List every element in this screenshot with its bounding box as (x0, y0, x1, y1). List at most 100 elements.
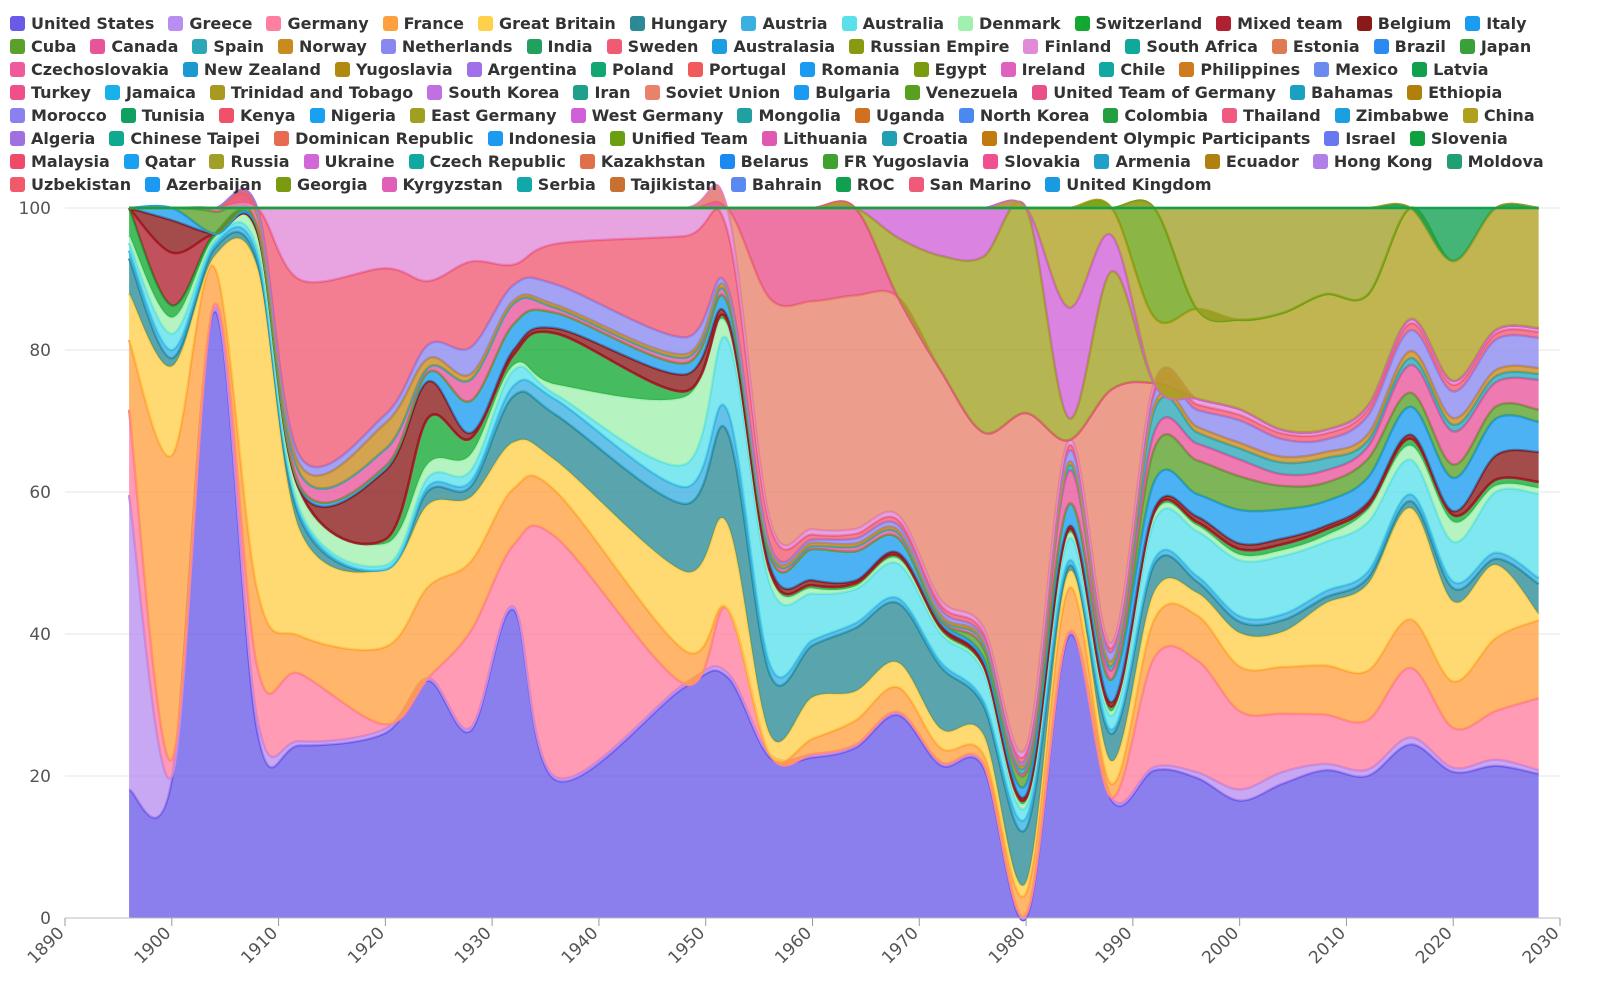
legend-item[interactable]: Uganda (854, 104, 945, 127)
legend-item[interactable]: Qatar (123, 150, 195, 173)
legend-item[interactable]: San Marino (908, 173, 1031, 196)
legend-item[interactable]: Mongolia (737, 104, 841, 127)
legend-item[interactable]: ROC (835, 173, 895, 196)
legend-item[interactable]: United Kingdom (1045, 173, 1212, 196)
legend-item[interactable]: Trinidad and Tobago (209, 81, 413, 104)
legend-item[interactable]: Uzbekistan (10, 173, 131, 196)
legend-item[interactable]: Ecuador (1204, 150, 1299, 173)
legend-item[interactable]: Hungary (629, 12, 727, 35)
legend-item[interactable]: Australia (841, 12, 944, 35)
legend-item[interactable]: Norway (278, 35, 367, 58)
legend-item[interactable]: Iran (573, 81, 631, 104)
area-series[interactable] (127, 264, 1540, 917)
legend-item[interactable]: Thailand (1222, 104, 1321, 127)
legend-item[interactable]: Colombia (1103, 104, 1208, 127)
legend-item[interactable]: Mexico (1314, 58, 1398, 81)
legend-item[interactable]: Malaysia (10, 150, 110, 173)
legend-item[interactable]: Georgia (275, 173, 368, 196)
legend-item[interactable]: Bulgaria (794, 81, 891, 104)
legend-item[interactable]: Kenya (219, 104, 296, 127)
legend-item[interactable]: Czech Republic (408, 150, 566, 173)
legend-item[interactable]: Denmark (958, 12, 1061, 35)
legend-item[interactable]: New Zealand (182, 58, 321, 81)
legend-item[interactable]: Unified Team (610, 127, 748, 150)
legend-item[interactable]: Hong Kong (1312, 150, 1433, 173)
legend-item[interactable]: Switzerland (1074, 12, 1202, 35)
legend-item[interactable]: Soviet Union (644, 81, 780, 104)
legend-item[interactable]: Belgium (1356, 12, 1451, 35)
legend-item[interactable]: Chile (1099, 58, 1165, 81)
legend-item[interactable]: Argentina (466, 58, 577, 81)
legend-item[interactable]: Kyrgyzstan (381, 173, 503, 196)
legend-item[interactable]: Italy (1465, 12, 1527, 35)
legend-item[interactable]: Czechoslovakia (10, 58, 169, 81)
legend-item[interactable]: Slovakia (983, 150, 1080, 173)
legend-item[interactable]: Austria (741, 12, 828, 35)
legend-item[interactable]: Spain (192, 35, 264, 58)
legend-item[interactable]: India (526, 35, 593, 58)
legend-item[interactable]: Algeria (10, 127, 95, 150)
legend-item[interactable]: Yugoslavia (334, 58, 453, 81)
legend-item[interactable]: Estonia (1271, 35, 1360, 58)
legend-item[interactable]: Russia (209, 150, 290, 173)
legend-item[interactable]: South Africa (1125, 35, 1258, 58)
legend-item[interactable]: Armenia (1094, 150, 1191, 173)
legend-item[interactable]: Lithuania (762, 127, 868, 150)
legend-item[interactable]: Tajikistan (609, 173, 717, 196)
legend-item[interactable]: Jamaica (104, 81, 196, 104)
legend-item[interactable]: Kazakhstan (579, 150, 706, 173)
legend-item[interactable]: France (382, 12, 464, 35)
legend-item[interactable]: Finland (1023, 35, 1111, 58)
legend-item[interactable]: Nigeria (309, 104, 396, 127)
legend-item[interactable]: Great Britain (477, 12, 616, 35)
legend-item[interactable]: Ukraine (303, 150, 395, 173)
legend-item[interactable]: Sweden (606, 35, 698, 58)
legend-item[interactable]: Latvia (1412, 58, 1489, 81)
legend-item[interactable]: Moldova (1446, 150, 1544, 173)
legend-item[interactable]: Dominican Republic (274, 127, 474, 150)
legend-item[interactable]: Russian Empire (849, 35, 1009, 58)
legend-item[interactable]: Chinese Taipei (109, 127, 260, 150)
legend-item[interactable]: Serbia (516, 173, 596, 196)
legend-swatch (841, 16, 857, 31)
legend-item[interactable]: Morocco (10, 104, 107, 127)
legend-item[interactable]: Croatia (881, 127, 968, 150)
legend-item[interactable]: China (1462, 104, 1535, 127)
legend-item[interactable]: Ethiopia (1407, 81, 1502, 104)
legend-item[interactable]: Ireland (1000, 58, 1085, 81)
legend-item[interactable]: Romania (800, 58, 900, 81)
legend-item[interactable]: Canada (90, 35, 178, 58)
legend-item[interactable]: Turkey (10, 81, 91, 104)
legend-item[interactable]: Egypt (913, 58, 987, 81)
legend-item[interactable]: United States (10, 12, 154, 35)
legend-item[interactable]: East Germany (409, 104, 557, 127)
legend-item[interactable]: Netherlands (380, 35, 513, 58)
legend-item[interactable]: Slovenia (1409, 127, 1508, 150)
legend-item[interactable]: Brazil (1373, 35, 1446, 58)
legend-item[interactable]: Zimbabwe (1334, 104, 1449, 127)
legend-item[interactable]: Bahrain (730, 173, 822, 196)
legend-item[interactable]: Greece (168, 12, 252, 35)
legend-item[interactable]: Tunisia (120, 104, 205, 127)
legend-item[interactable]: Israel (1324, 127, 1396, 150)
legend-item[interactable]: Germany (266, 12, 369, 35)
legend-item[interactable]: Venezuela (904, 81, 1018, 104)
legend-item[interactable]: Mixed team (1216, 12, 1343, 35)
legend-item[interactable]: Philippines (1179, 58, 1300, 81)
legend-item[interactable]: Poland (590, 58, 674, 81)
legend-item[interactable]: North Korea (958, 104, 1089, 127)
legend-item[interactable]: Portugal (687, 58, 786, 81)
legend-item[interactable]: FR Yugoslavia (822, 150, 969, 173)
legend-item[interactable]: Indonesia (487, 127, 596, 150)
legend-item[interactable]: Cuba (10, 35, 76, 58)
legend-item[interactable]: Bahamas (1289, 81, 1393, 104)
legend-item[interactable]: Independent Olympic Participants (982, 127, 1310, 150)
legend-item[interactable]: West Germany (570, 104, 723, 127)
legend-item[interactable]: South Korea (427, 81, 559, 104)
area-series[interactable] (129, 204, 1539, 262)
legend-item[interactable]: Japan (1459, 35, 1531, 58)
legend-item[interactable]: Belarus (719, 150, 809, 173)
legend-item[interactable]: United Team of Germany (1032, 81, 1276, 104)
legend-item[interactable]: Azerbaijan (145, 173, 262, 196)
legend-item[interactable]: Australasia (712, 35, 835, 58)
